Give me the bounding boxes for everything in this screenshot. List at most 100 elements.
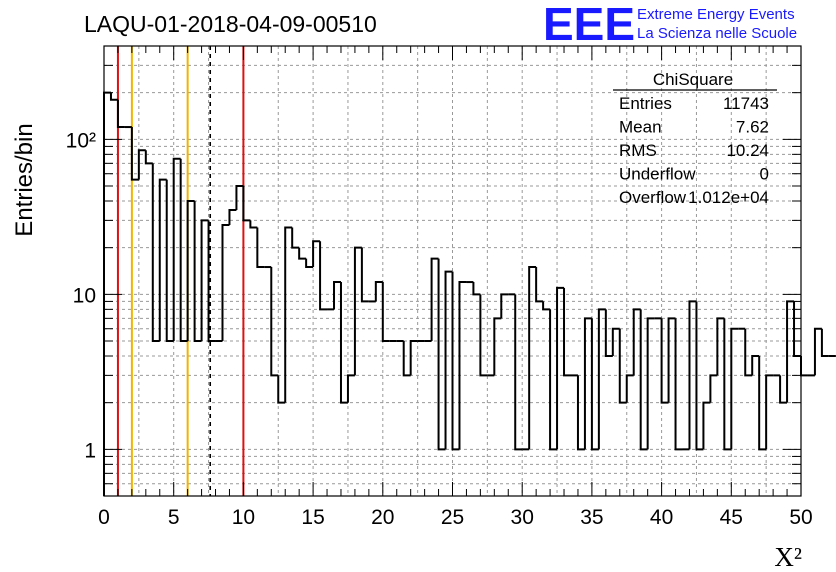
stats-label: RMS [619, 141, 657, 160]
histogram-bin [730, 327, 739, 450]
histogram-bin [639, 309, 648, 451]
histogram-bin [716, 317, 725, 376]
histogram-bin [333, 281, 341, 310]
x-tick-label: 5 [168, 506, 180, 529]
x-tick-label: 0 [98, 506, 110, 529]
histogram-bin [200, 219, 209, 341]
x-tick-label: 10 [232, 506, 255, 529]
stats-label: Underflow [619, 165, 696, 184]
histogram-bin [493, 317, 502, 376]
histogram-bin [305, 258, 314, 269]
x-tick-label: 45 [720, 506, 743, 529]
stats-label: Entries [619, 94, 672, 113]
histogram-bin [458, 281, 467, 450]
histogram-bin [172, 157, 181, 341]
histogram-bin [165, 179, 174, 342]
y-axis-title: Entries/bin [11, 123, 38, 236]
histogram-bin [800, 356, 808, 377]
stats-value: 7.62 [736, 118, 769, 137]
histogram-bin [235, 184, 244, 210]
histogram-bin [151, 163, 160, 342]
histogram-bin [298, 247, 307, 260]
histogram-bin [660, 318, 669, 404]
histogram-bin [590, 318, 599, 451]
histogram-bin [751, 355, 760, 376]
stats-value: 11743 [723, 94, 769, 113]
histogram-bin [312, 240, 321, 268]
histogram-bin [646, 317, 655, 450]
x-tick-label: 30 [511, 506, 534, 529]
stats-label: Mean [619, 118, 662, 137]
histogram-bin [576, 375, 585, 451]
histogram-bin [765, 374, 774, 450]
histogram-bin [374, 281, 383, 302]
logo-line-2: La Scienza nelle Scuole [637, 25, 797, 42]
histogram-bin [207, 220, 216, 342]
histogram-bin [144, 150, 153, 165]
histogram-bin [779, 375, 788, 404]
histogram-bin [249, 220, 258, 229]
histogram-bin [339, 282, 348, 404]
histogram-bin [758, 356, 767, 451]
histogram-bin [472, 282, 481, 296]
histogram-bin [549, 309, 558, 451]
histogram-bin [597, 308, 606, 450]
x-tick-label: 15 [301, 506, 324, 529]
histogram-bin [723, 318, 732, 451]
x-tick-label: 50 [789, 506, 812, 529]
stats-value: 0 [760, 165, 769, 184]
histogram-bin [430, 257, 439, 341]
histogram-bin [674, 318, 683, 451]
axes: 0 5 10 15 20 25 30 35 40 45 50 1 10 10² [66, 45, 813, 529]
histogram-bin [786, 300, 795, 403]
histogram-bin [479, 294, 488, 377]
histogram-bin [109, 92, 118, 101]
stats-value: 10.24 [726, 141, 769, 160]
histogram-bin [221, 224, 230, 341]
y-tick-label: 10 [73, 284, 96, 307]
histogram-bin [514, 294, 523, 451]
histogram-bin [500, 293, 509, 319]
histogram-bin [346, 374, 355, 403]
histogram-bin [116, 99, 125, 129]
x-tick-label: 20 [371, 506, 394, 529]
histogram-bin [451, 271, 460, 451]
histogram-bin [319, 241, 328, 311]
histogram-bin [709, 374, 718, 403]
x-axis-title: X² [774, 542, 802, 572]
histogram-bin [667, 317, 676, 403]
histogram-bin [632, 308, 641, 376]
stats-name: ChiSquare [653, 70, 733, 89]
histogram-bin [179, 158, 188, 342]
x-tick-label: 40 [650, 506, 673, 529]
histogram-bin [611, 327, 620, 357]
histogram-bin [695, 301, 704, 451]
histogram-bin [130, 127, 139, 181]
histogram-bin [625, 374, 634, 403]
histogram-bin [744, 328, 753, 377]
x-tick-label: 25 [441, 506, 464, 529]
x-tick-label: 35 [580, 506, 603, 529]
chart-title: LAQU-01-2018-04-09-00510 [84, 11, 377, 37]
histogram-bin [437, 258, 446, 451]
stats-label: Overflow [619, 188, 687, 207]
histogram-bin [256, 227, 265, 269]
histogram-bin [137, 149, 146, 180]
histogram-bin [270, 267, 279, 377]
histogram-bin [583, 317, 592, 450]
stats-box: ChiSquare Entries 11743 Mean 7.62 RMS 10.24 Un… [613, 70, 777, 207]
histogram-bin [820, 328, 829, 358]
histogram-bin [618, 328, 627, 404]
histogram-bin [813, 327, 822, 376]
histogram-bin [158, 178, 167, 341]
histogram-bin [284, 226, 293, 403]
histogram-bin [242, 185, 251, 222]
eee-logo: EEE Extreme Energy Events La Scienza nel… [543, 0, 797, 50]
logo-mark: EEE [543, 0, 635, 50]
histogram-bin [542, 301, 551, 311]
histogram-bin [702, 401, 711, 450]
histogram-bin [402, 340, 411, 377]
histogram-bin [604, 309, 613, 358]
histogram-bin [186, 200, 195, 341]
